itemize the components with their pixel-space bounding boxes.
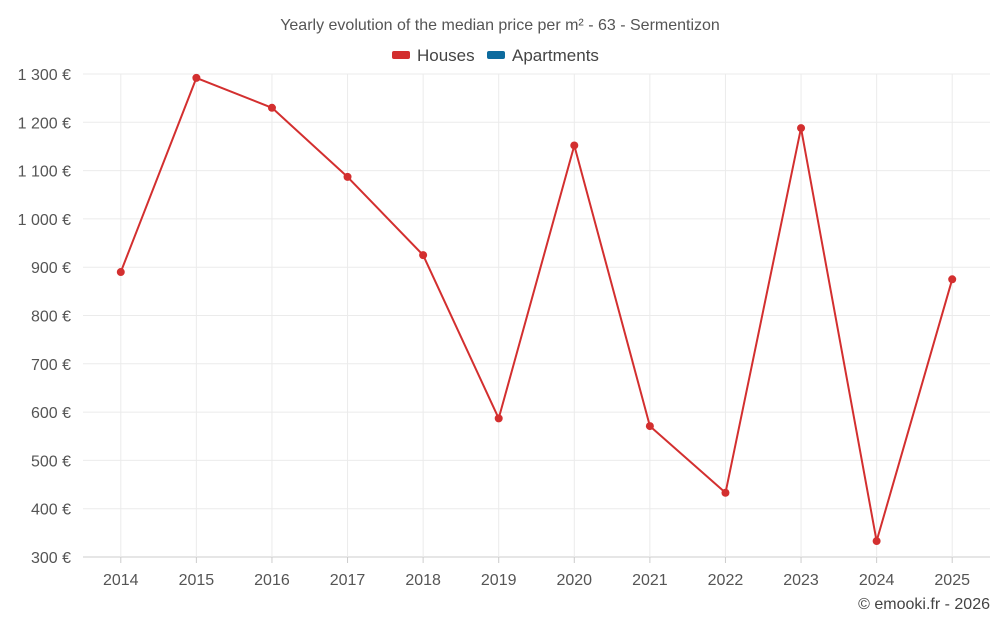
y-tick-label: 1 000 € bbox=[18, 212, 71, 229]
x-tick-label: 2016 bbox=[254, 572, 290, 589]
data-point-houses-2023[interactable] bbox=[797, 124, 806, 133]
x-tick-label: 2015 bbox=[179, 572, 215, 589]
chart-title: Yearly evolution of the median price per… bbox=[280, 17, 720, 34]
x-tick-label: 2018 bbox=[405, 572, 441, 589]
series-line-houses bbox=[119, 76, 954, 543]
data-point-houses-2017[interactable] bbox=[343, 172, 352, 181]
x-tick-label: 2025 bbox=[934, 572, 970, 589]
y-tick-label: 800 € bbox=[31, 309, 71, 326]
y-tick-label: 1 200 € bbox=[18, 115, 71, 132]
x-tick-label: 2022 bbox=[708, 572, 744, 589]
legend-item-apartments[interactable]: Apartments bbox=[487, 46, 599, 65]
legend-swatch-houses bbox=[392, 51, 410, 59]
legend-item-houses[interactable]: Houses bbox=[392, 46, 475, 65]
data-point-houses-2018[interactable] bbox=[419, 251, 428, 260]
y-tick-label: 1 100 € bbox=[18, 164, 71, 181]
y-tick-label: 1 300 € bbox=[18, 67, 71, 84]
x-axis-ticks: 2014 2015 2016 2017 2018 2019 2020 2021 2022 2023… bbox=[103, 557, 970, 589]
data-point-houses-2022[interactable] bbox=[721, 488, 730, 497]
data-point-houses-2021[interactable] bbox=[645, 422, 654, 431]
x-tick-label: 2019 bbox=[481, 572, 517, 589]
legend: Houses Apartments bbox=[392, 46, 599, 65]
legend-swatch-apartments bbox=[487, 51, 505, 59]
x-tick-label: 2014 bbox=[103, 572, 139, 589]
x-tick-label: 2020 bbox=[556, 572, 592, 589]
data-point-houses-2024[interactable] bbox=[872, 537, 881, 546]
y-tick-label: 300 € bbox=[31, 550, 71, 567]
y-axis-ticks: 300 € 400 € 500 € 600 € 700 € 800 € 900 € 1 000… bbox=[18, 67, 71, 567]
data-point-houses-2019[interactable] bbox=[494, 414, 503, 423]
data-point-houses-2016[interactable] bbox=[267, 103, 276, 112]
x-tick-label: 2023 bbox=[783, 572, 819, 589]
legend-label-apartments: Apartments bbox=[512, 46, 599, 65]
grid bbox=[83, 73, 990, 558]
x-tick-label: 2021 bbox=[632, 572, 668, 589]
data-point-houses-2014[interactable] bbox=[116, 268, 125, 277]
y-tick-label: 700 € bbox=[31, 357, 71, 374]
y-tick-label: 400 € bbox=[31, 502, 71, 519]
x-tick-label: 2017 bbox=[330, 572, 366, 589]
series-layer bbox=[116, 73, 957, 546]
legend-label-houses: Houses bbox=[417, 46, 475, 65]
x-tick-label: 2024 bbox=[859, 572, 895, 589]
y-tick-label: 600 € bbox=[31, 405, 71, 422]
credit-text: © emooki.fr - 2026 bbox=[858, 596, 990, 613]
y-tick-label: 500 € bbox=[31, 453, 71, 470]
data-point-houses-2025[interactable] bbox=[948, 275, 957, 284]
data-point-houses-2020[interactable] bbox=[570, 141, 579, 150]
y-tick-label: 900 € bbox=[31, 260, 71, 277]
data-point-houses-2015[interactable] bbox=[192, 73, 201, 82]
